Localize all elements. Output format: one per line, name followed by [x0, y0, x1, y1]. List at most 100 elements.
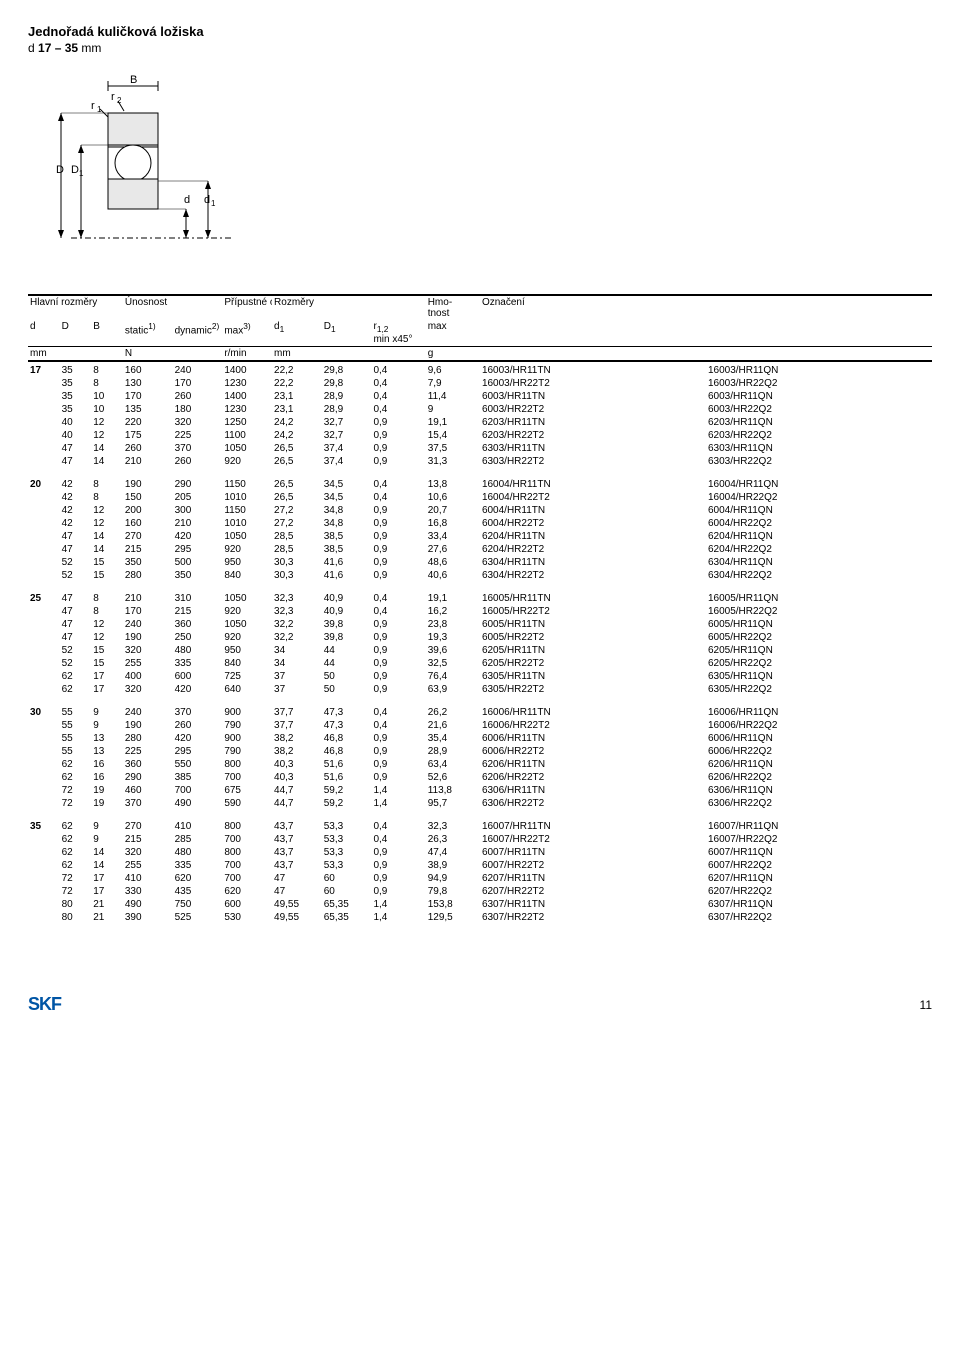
table-cell: 32,2 — [272, 631, 322, 644]
table-row: 521532048095034440,939,66205/HR11TN6205/… — [28, 644, 932, 657]
table-cell: 10 — [91, 390, 123, 403]
table-header: Hlavní rozměry Únosnost Přípustné otáčky… — [28, 295, 932, 364]
table-cell — [28, 784, 60, 797]
table-cell: 1150 — [222, 478, 272, 491]
hdr-designation: Označení — [480, 296, 932, 320]
svg-text:1: 1 — [97, 105, 102, 114]
table-cell: 37,7 — [272, 719, 322, 732]
table-cell: 6003/HR22Q2 — [706, 403, 932, 416]
table-cell: 0,4 — [371, 605, 425, 618]
table-cell: 13 — [91, 745, 123, 758]
table-cell: 72 — [60, 784, 92, 797]
table-cell: 1050 — [222, 442, 272, 455]
table-cell: 12 — [91, 416, 123, 429]
table-cell: 240 — [123, 618, 173, 631]
table-cell: 6303/HR11QN — [706, 442, 932, 455]
table-cell: 21 — [91, 898, 123, 911]
table-cell: 920 — [222, 543, 272, 556]
bearing-svg: B r1 r2 D D1 d d1 — [36, 73, 266, 263]
table-cell: 640 — [222, 683, 272, 696]
table-cell: 60 — [322, 885, 372, 898]
table-cell: 20,7 — [426, 504, 480, 517]
table-cell: 600 — [173, 670, 223, 683]
table-cell: 37,5 — [426, 442, 480, 455]
table-cell: 840 — [222, 657, 272, 670]
table-cell: 700 — [222, 771, 272, 784]
table-cell: 47 — [60, 442, 92, 455]
hdr-d: d — [28, 320, 60, 347]
table-cell: 24,2 — [272, 416, 322, 429]
table-cell: 6303/HR11TN — [480, 442, 706, 455]
table-cell: 16005/HR22T2 — [480, 605, 706, 618]
subtitle-range: 17 – 35 — [38, 41, 78, 55]
table-cell: 6206/HR22T2 — [480, 771, 706, 784]
table-cell: 6205/HR22T2 — [480, 657, 706, 670]
table-cell: 400 — [123, 670, 173, 683]
table-cell: 52 — [60, 657, 92, 670]
table-cell: 37,7 — [272, 706, 322, 719]
table-cell: 300 — [173, 504, 223, 517]
table-cell: 35 — [28, 820, 60, 833]
table-cell — [28, 644, 60, 657]
table-cell: 285 — [173, 833, 223, 846]
table-cell — [28, 605, 60, 618]
table-cell: 0,4 — [371, 820, 425, 833]
table-cell: 0,9 — [371, 644, 425, 657]
table-cell: 220 — [123, 416, 173, 429]
table-cell: 35 — [60, 390, 92, 403]
table-cell: 6003/HR11QN — [706, 390, 932, 403]
table-cell: 27,2 — [272, 517, 322, 530]
table-cell: 480 — [173, 846, 223, 859]
svg-text:D: D — [56, 164, 64, 176]
table-cell: 55 — [60, 706, 92, 719]
table-cell: 6207/HR11TN — [480, 872, 706, 885]
page-title: Jednořadá kuličková ložiska — [28, 24, 932, 39]
table-cell — [28, 390, 60, 403]
table-row: 471219025092032,239,80,919,36005/HR22T26… — [28, 631, 932, 644]
table-cell — [28, 758, 60, 771]
table-cell: 180 — [173, 403, 223, 416]
table-cell: 500 — [173, 556, 223, 569]
table-cell: 6003/HR11TN — [480, 390, 706, 403]
table-row: 428150205101026,534,50,410,616004/HR22T2… — [28, 491, 932, 504]
table-cell: 320 — [123, 644, 173, 657]
table-cell: 94,9 — [426, 872, 480, 885]
table-cell: 330 — [123, 885, 173, 898]
table-cell: 170 — [123, 605, 173, 618]
table-cell: 320 — [123, 846, 173, 859]
table-cell: 0,9 — [371, 618, 425, 631]
table-cell: 1400 — [222, 390, 272, 403]
table-cell: 385 — [173, 771, 223, 784]
table-cell: 700 — [173, 784, 223, 797]
table-cell: 30,3 — [272, 569, 322, 582]
table-cell: 6205/HR22Q2 — [706, 657, 932, 670]
table-row: 621432048080043,753,30,947,46007/HR11TN6… — [28, 846, 932, 859]
table-cell: 15 — [91, 569, 123, 582]
table-cell: 6007/HR11TN — [480, 846, 706, 859]
table-cell: 16007/HR22Q2 — [706, 833, 932, 846]
table-cell: 750 — [173, 898, 223, 911]
table-cell — [28, 543, 60, 556]
table-cell: 225 — [123, 745, 173, 758]
svg-text:d: d — [184, 194, 190, 206]
table-cell: 22,2 — [272, 377, 322, 390]
table-row: 17358160240140022,229,80,49,616003/HR11T… — [28, 364, 932, 377]
table-cell: 19 — [91, 784, 123, 797]
table-cell: 1050 — [222, 618, 272, 631]
table-cell: 16007/HR11QN — [706, 820, 932, 833]
table-cell: 950 — [222, 644, 272, 657]
table-row: 55919026079037,747,30,421,616006/HR22T21… — [28, 719, 932, 732]
unit-g: g — [426, 347, 480, 361]
table-cell: 26,3 — [426, 833, 480, 846]
table-cell: 6305/HR11TN — [480, 670, 706, 683]
table-cell: 15 — [91, 556, 123, 569]
hdr-B: B — [91, 320, 123, 347]
table-cell: 30 — [28, 706, 60, 719]
table-row: 551322529579038,246,80,928,96006/HR22T26… — [28, 745, 932, 758]
table-cell — [28, 719, 60, 732]
table-cell: 215 — [173, 605, 223, 618]
table-row: 4012175225110024,232,70,915,46203/HR22T2… — [28, 429, 932, 442]
table-cell: 12 — [91, 517, 123, 530]
table-cell: 6303/HR22T2 — [480, 455, 706, 468]
table-cell: 190 — [123, 478, 173, 491]
